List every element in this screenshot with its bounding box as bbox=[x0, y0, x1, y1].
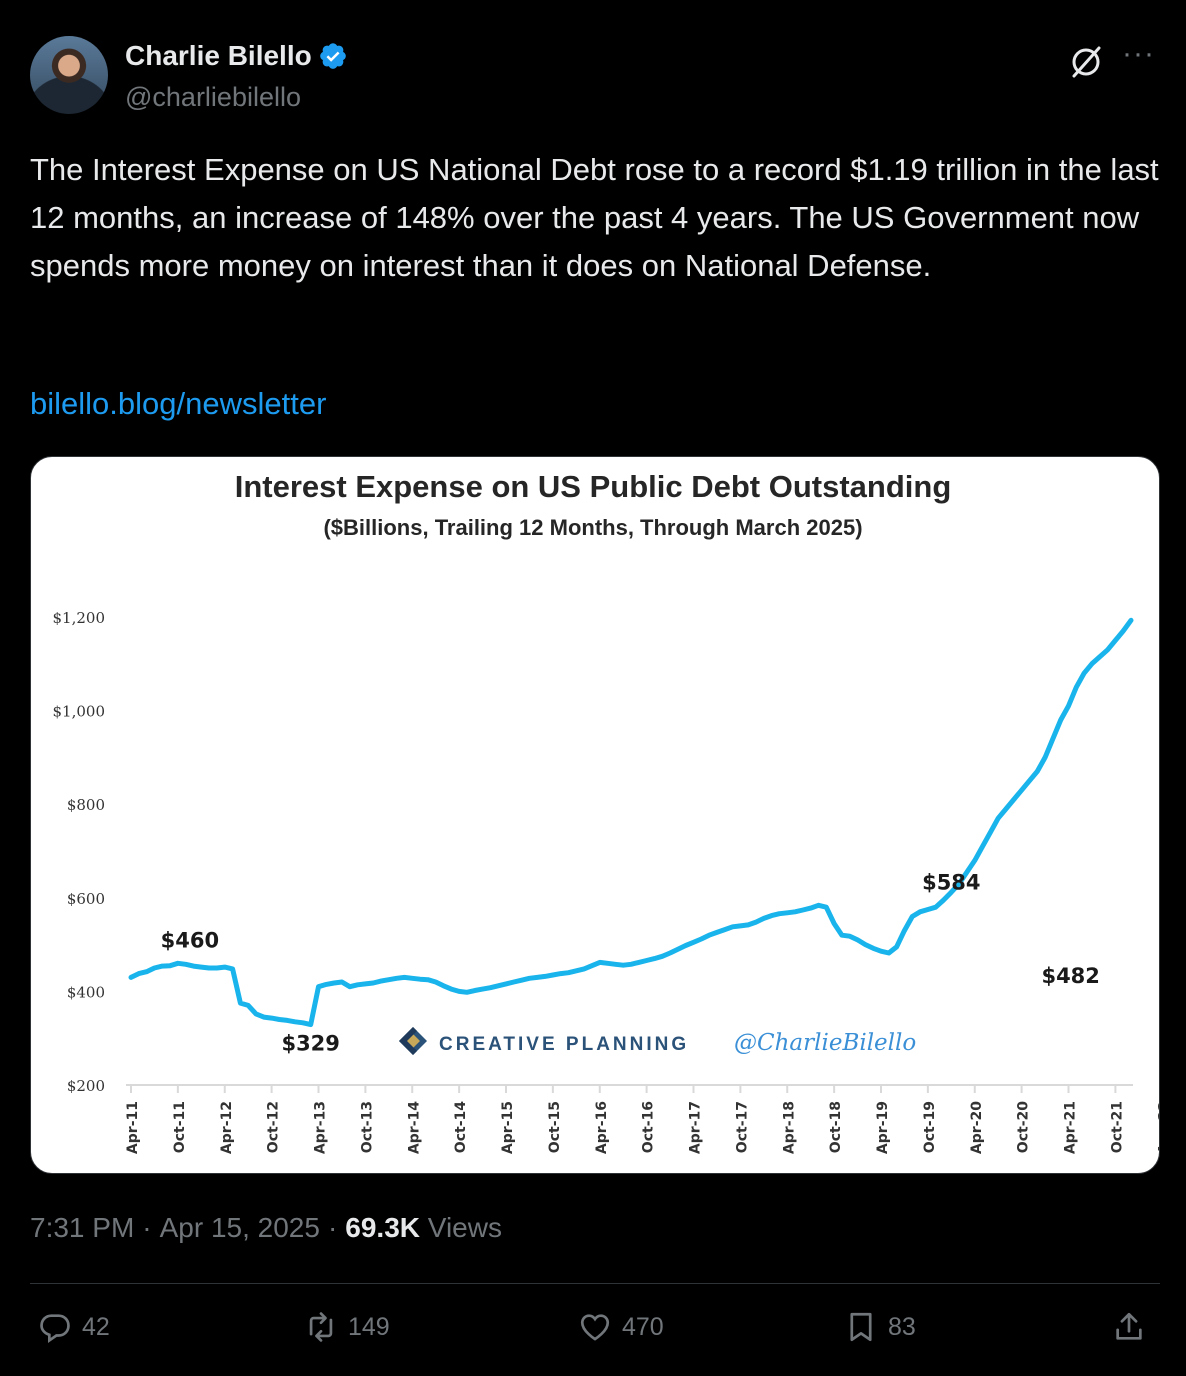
watermark-brand: CREATIVE PLANNING bbox=[439, 1034, 689, 1055]
tweet-time[interactable]: 7:31 PM bbox=[30, 1212, 135, 1243]
repost-count: 149 bbox=[348, 1312, 390, 1341]
display-name[interactable]: Charlie Bilello bbox=[125, 40, 312, 71]
y-tick-label: $800 bbox=[67, 796, 105, 814]
grok-icon[interactable] bbox=[1068, 44, 1104, 80]
y-tick-label: $1,000 bbox=[53, 703, 106, 721]
x-tick-label: Apr-19 bbox=[875, 1101, 891, 1154]
x-tick-label: Oct-17 bbox=[734, 1101, 750, 1153]
x-tick-label: Oct-13 bbox=[359, 1101, 375, 1153]
author-handle[interactable]: @charliebilello bbox=[125, 82, 301, 112]
x-tick-label: Apr-17 bbox=[688, 1101, 704, 1154]
share-button[interactable] bbox=[1112, 1310, 1146, 1344]
x-tick-label: Apr-11 bbox=[125, 1101, 141, 1154]
x-axis: Apr-11 Oct-11 Apr-12 Oct-12 Apr-13 Oct-13 Apr-… bbox=[125, 1085, 1160, 1154]
author-name-row: Charlie Bilello bbox=[125, 40, 348, 72]
x-tick-label: Apr-22 bbox=[1156, 1101, 1160, 1154]
x-tick-label: Oct-15 bbox=[547, 1101, 563, 1153]
x-tick-label: Apr-14 bbox=[406, 1101, 422, 1154]
action-bar: 42 149 470 83 bbox=[0, 1310, 1186, 1350]
meta-separator: · bbox=[142, 1212, 152, 1243]
share-icon bbox=[1116, 1312, 1142, 1340]
watermark-logo bbox=[399, 1027, 427, 1055]
tweet-link[interactable]: bilello.blog/newsletter bbox=[30, 386, 327, 421]
bookmark-icon bbox=[850, 1312, 872, 1342]
chart: Interest Expense on US Public Debt Outst… bbox=[53, 469, 1160, 1154]
x-tick-label: Oct-14 bbox=[453, 1101, 469, 1153]
series-line bbox=[128, 617, 1134, 1028]
y-tick-label: $600 bbox=[67, 890, 105, 908]
tweet-date[interactable]: Apr 15, 2025 bbox=[159, 1212, 320, 1243]
y-tick-label: $200 bbox=[67, 1077, 105, 1095]
data-label: $329 bbox=[281, 1032, 339, 1056]
x-tick-label: Apr-13 bbox=[313, 1101, 329, 1154]
chart-subtitle: ($Billions, Trailing 12 Months, Through … bbox=[323, 515, 862, 540]
reply-button[interactable]: 42 bbox=[38, 1310, 110, 1344]
x-tick-label: Apr-18 bbox=[781, 1101, 797, 1154]
x-tick-label: Apr-21 bbox=[1063, 1101, 1079, 1154]
data-label: $584 bbox=[922, 870, 980, 894]
more-icon[interactable]: ··· bbox=[1122, 37, 1155, 70]
bookmark-button[interactable]: 83 bbox=[844, 1310, 916, 1344]
y-tick-label: $1,200 bbox=[53, 609, 106, 627]
tweet-text: The Interest Expense on US National Debt… bbox=[30, 152, 1159, 283]
x-tick-label: Apr-20 bbox=[969, 1101, 985, 1154]
y-axis: $200 $400 $600 $800 $1,000 $1,200 bbox=[53, 609, 106, 1095]
annotations: $460$329$584$482$1,193 bbox=[161, 870, 1100, 1056]
watermark-handle: @CharlieBilello bbox=[734, 1030, 916, 1056]
like-button[interactable]: 470 bbox=[578, 1310, 664, 1344]
x-tick-label: Oct-12 bbox=[266, 1101, 282, 1153]
x-tick-label: Oct-18 bbox=[828, 1101, 844, 1153]
reply-icon bbox=[40, 1314, 70, 1344]
x-tick-label: Oct-21 bbox=[1109, 1101, 1125, 1153]
divider bbox=[30, 1283, 1160, 1284]
like-icon bbox=[580, 1314, 610, 1341]
x-tick-label: Apr-12 bbox=[219, 1101, 235, 1154]
meta-separator: · bbox=[327, 1212, 338, 1243]
views-count: 69.3K bbox=[345, 1212, 420, 1243]
avatar[interactable] bbox=[30, 36, 108, 114]
x-tick-label: Oct-11 bbox=[172, 1101, 188, 1153]
x-tick-label: Oct-16 bbox=[641, 1101, 657, 1153]
data-label: $482 bbox=[1041, 964, 1099, 988]
reply-count: 42 bbox=[82, 1312, 110, 1341]
repost-icon bbox=[309, 1312, 333, 1342]
repost-button[interactable]: 149 bbox=[304, 1310, 390, 1344]
x-tick-label: Oct-19 bbox=[922, 1101, 938, 1153]
like-count: 470 bbox=[622, 1312, 664, 1341]
tweet-media-chart[interactable]: Interest Expense on US Public Debt Outst… bbox=[30, 456, 1160, 1174]
x-tick-label: Apr-15 bbox=[500, 1101, 516, 1154]
x-tick-label: Apr-16 bbox=[594, 1101, 610, 1154]
y-tick-label: $400 bbox=[67, 983, 105, 1001]
chart-title: Interest Expense on US Public Debt Outst… bbox=[235, 469, 952, 504]
x-tick-label: Oct-20 bbox=[1016, 1101, 1032, 1153]
tweet-meta: 7:31 PM · Apr 15, 2025 · 69.3K Views bbox=[30, 1212, 502, 1244]
bookmark-count: 83 bbox=[888, 1312, 916, 1341]
data-label: $460 bbox=[161, 928, 219, 952]
views-label: Views bbox=[427, 1212, 502, 1243]
verified-badge-icon bbox=[319, 43, 346, 69]
